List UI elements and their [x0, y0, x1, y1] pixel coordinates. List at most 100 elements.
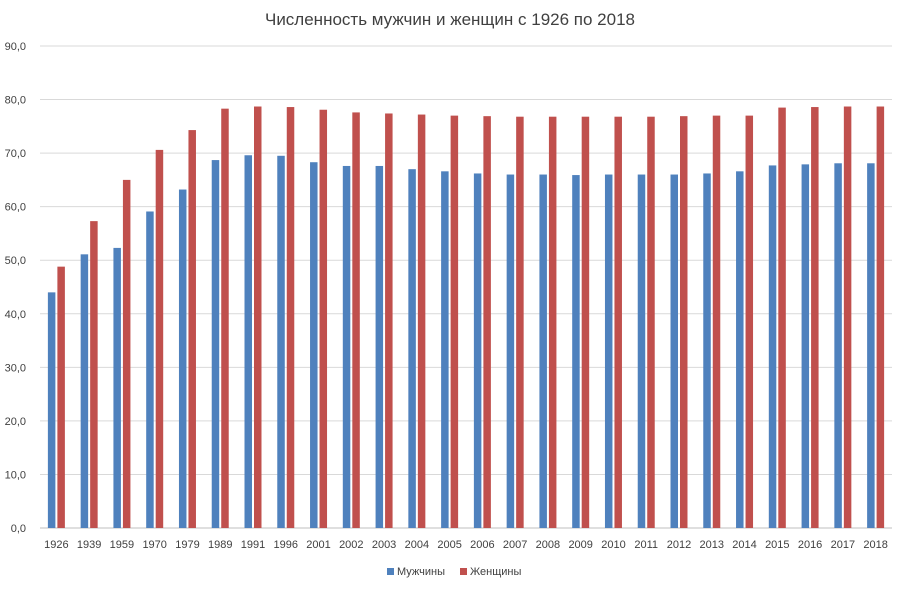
x-tick-label: 2015 [765, 539, 789, 551]
bar-men [867, 163, 875, 528]
bar-men [211, 160, 220, 528]
y-tick-label: 0,0 [11, 523, 26, 535]
bar-women [221, 108, 229, 528]
bar-men [670, 174, 678, 529]
y-tick-label: 80,0 [5, 95, 26, 107]
bar-women [548, 116, 557, 529]
x-axis-ticks: 1926 1939 1959 1970 1979 1989 1991 1996 2001 2002… [44, 539, 888, 551]
x-tick-label: 2001 [306, 539, 330, 551]
bar-men [834, 163, 842, 528]
y-tick-label: 70,0 [5, 148, 26, 160]
y-tick-label: 20,0 [5, 416, 26, 428]
legend-label-men: Мужчины [397, 566, 445, 578]
x-tick-label: 1959 [110, 539, 134, 551]
bar-women [614, 116, 622, 529]
bar-women [57, 266, 65, 528]
bar-women [286, 107, 295, 528]
bar-men [178, 189, 187, 529]
bar-men [506, 174, 515, 529]
y-axis-ticks: 0,0 10,0 20,0 30,0 40,0 50,0 60,0 70,0 80,0 90,0 [5, 41, 26, 535]
bar-women [516, 116, 524, 529]
bar-men [801, 164, 810, 528]
y-tick-label: 10,0 [5, 469, 26, 481]
x-tick-label: 1989 [208, 539, 232, 551]
bar-women [647, 116, 655, 529]
bar-women [483, 116, 491, 528]
bar-men [113, 247, 121, 528]
x-tick-label: 2010 [601, 539, 625, 551]
bars [47, 106, 885, 529]
bar-women [90, 221, 98, 529]
x-tick-label: 2004 [405, 539, 429, 551]
legend: Мужчины Женщины [387, 566, 521, 578]
y-tick-label: 50,0 [5, 255, 26, 267]
bar-men [80, 254, 89, 528]
bar-men [637, 174, 646, 529]
bar-men [539, 174, 547, 529]
x-tick-label: 2009 [568, 539, 592, 551]
x-tick-label: 1991 [241, 539, 265, 551]
bar-men [441, 171, 449, 528]
bar-women [581, 116, 590, 529]
bar-women [712, 115, 721, 528]
bar-men [47, 292, 56, 528]
bar-women [352, 112, 360, 529]
bar-men [277, 155, 285, 529]
x-tick-label: 2007 [503, 539, 527, 551]
x-tick-label: 2003 [372, 539, 396, 551]
bar-women [778, 107, 786, 528]
bar-men [703, 173, 711, 528]
legend-label-women: Женщины [470, 566, 521, 578]
y-tick-label: 40,0 [5, 309, 26, 321]
gridlines [40, 45, 892, 529]
bar-women [876, 106, 885, 529]
x-tick-label: 2018 [863, 539, 887, 551]
x-tick-label: 1939 [77, 539, 101, 551]
legend-swatch-women [460, 568, 467, 575]
x-tick-label: 1970 [142, 539, 166, 551]
bar-men [146, 211, 154, 528]
x-tick-label: 2005 [437, 539, 461, 551]
bar-women [417, 114, 426, 528]
bar-women [811, 107, 819, 528]
x-tick-label: 1926 [44, 539, 68, 551]
bar-men [473, 173, 482, 528]
x-tick-label: 1979 [175, 539, 199, 551]
x-tick-label: 2014 [732, 539, 756, 551]
x-tick-label: 2002 [339, 539, 363, 551]
bar-women [450, 115, 459, 528]
bar-women [385, 113, 393, 528]
y-tick-label: 60,0 [5, 202, 26, 214]
bar-women [745, 115, 754, 528]
x-tick-label: 2006 [470, 539, 494, 551]
bar-women [843, 106, 852, 529]
bar-men [768, 165, 777, 528]
chart-title: Численность мужчин и женщин с 1926 по 20… [265, 10, 635, 29]
bar-women [188, 130, 196, 529]
x-tick-label: 2013 [700, 539, 724, 551]
bar-women [319, 109, 328, 528]
x-tick-label: 2012 [667, 539, 691, 551]
bar-women [680, 116, 688, 528]
bar-women [254, 106, 262, 529]
bar-women [122, 179, 131, 528]
legend-swatch-men [387, 568, 394, 575]
bar-men [310, 162, 318, 528]
x-tick-label: 2011 [634, 539, 658, 551]
y-tick-label: 90,0 [5, 41, 26, 53]
x-tick-label: 1996 [274, 539, 298, 551]
x-tick-label: 2016 [798, 539, 822, 551]
bar-men [342, 165, 351, 528]
x-tick-label: 2008 [536, 539, 560, 551]
bar-men [572, 175, 580, 528]
x-tick-label: 2017 [831, 539, 855, 551]
y-tick-label: 30,0 [5, 362, 26, 374]
bar-men [604, 174, 613, 529]
bar-women [155, 149, 164, 529]
bar-men [408, 169, 416, 528]
bar-men [736, 171, 744, 528]
bar-men [244, 155, 252, 528]
bar-men [375, 165, 384, 528]
